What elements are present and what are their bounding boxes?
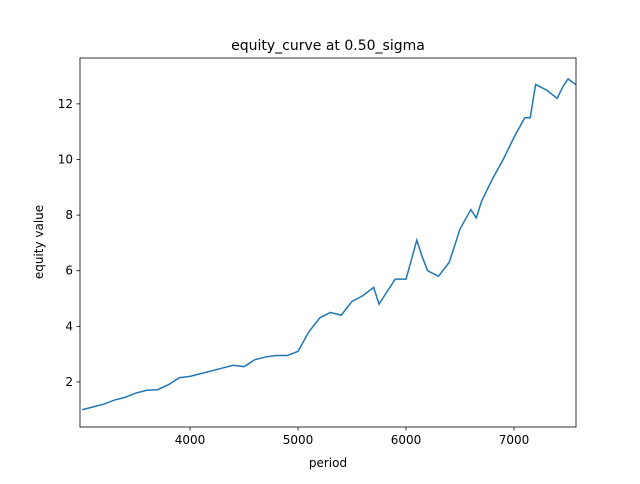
chart-title: equity_curve at 0.50_sigma (231, 38, 425, 54)
x-tick-label: 4000 (175, 433, 206, 447)
y-tick-label: 2 (65, 375, 73, 389)
line-series (81, 77, 577, 411)
x-tick-label: 6000 (391, 433, 422, 447)
y-tick-label: 8 (65, 208, 73, 222)
plot-frame (79, 57, 577, 428)
y-axis-label: equity value (32, 205, 46, 279)
x-tick-label: 5000 (283, 433, 314, 447)
y-tick-label: 4 (65, 319, 73, 333)
y-tick-label: 6 (65, 264, 73, 278)
x-axis-label: period (309, 456, 347, 470)
y-tick-label: 12 (58, 97, 73, 111)
x-tick-label: 7000 (499, 433, 530, 447)
y-tick-label: 10 (58, 152, 73, 166)
